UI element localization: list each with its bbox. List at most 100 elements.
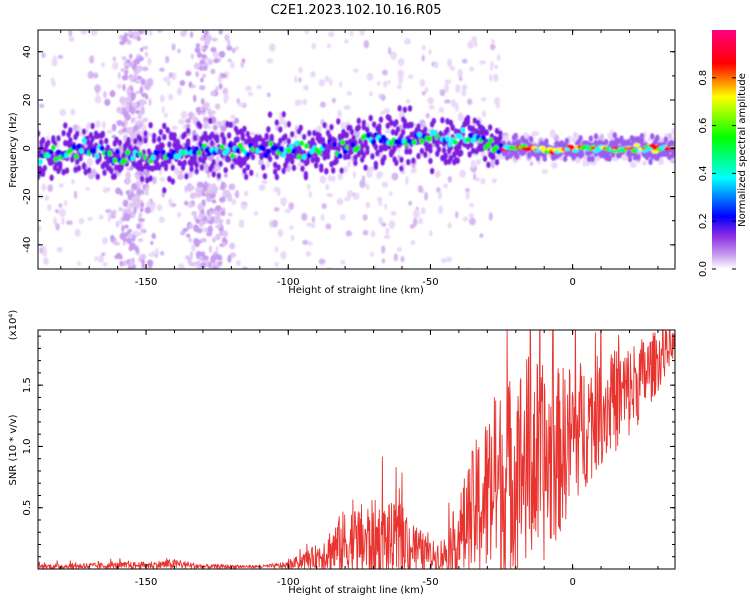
spectrogram-cell — [332, 141, 338, 148]
spectrogram-cell — [327, 275, 331, 280]
spectrogram-cell — [492, 73, 499, 82]
spectrogram-cell — [427, 153, 431, 159]
spectrogram-cell — [621, 155, 628, 162]
spectrogram-cell — [59, 109, 67, 117]
spectrogram-cell — [416, 123, 421, 130]
spectrogram-cell — [528, 135, 534, 143]
spectrogram-cell — [234, 117, 239, 124]
spectrogram-cell — [381, 181, 389, 188]
spectrogram-cell — [317, 125, 322, 134]
spectrogram-cell — [116, 120, 123, 125]
spectrogram-cell — [475, 159, 482, 164]
spectrogram-cell — [94, 84, 101, 93]
spectrogram-cell — [121, 272, 125, 277]
spectrogram-cell — [288, 143, 294, 150]
spectrogram-cell — [51, 57, 58, 67]
spectrogram-cell — [245, 164, 251, 171]
spectrogram-cell — [243, 190, 249, 197]
spectrogram-cell — [387, 80, 391, 85]
spectrogram-cell — [81, 162, 87, 169]
spectrogram-cell — [152, 176, 157, 185]
spectrogram-cell — [266, 92, 271, 98]
spectrogram-cell — [110, 234, 115, 242]
spectrogram-cell — [68, 137, 73, 144]
spectrogram-cell — [129, 53, 133, 60]
spectrogram-cell — [266, 126, 271, 133]
spectrogram-cell — [129, 166, 134, 171]
spectrogram-cell — [277, 229, 284, 237]
spectrogram-cell — [685, 151, 688, 158]
spectrogram-cell — [184, 185, 188, 193]
spectrogram-cell — [461, 58, 468, 64]
spectrogram-cell — [71, 178, 75, 185]
x-tick-label: -150 — [135, 577, 158, 588]
spectrogram-cell — [273, 145, 279, 152]
spectrogram-cell — [200, 237, 207, 243]
spectrogram-cell — [142, 117, 149, 122]
spectrogram-cell — [447, 175, 453, 183]
spectrogram-cell — [472, 117, 477, 124]
spectrogram-cell — [56, 246, 64, 253]
spectrogram-cell — [197, 227, 203, 234]
spectrogram-cell — [188, 262, 196, 267]
spectrogram-cell — [201, 73, 207, 79]
spectrogram-cell — [61, 169, 66, 176]
spectrogram-cell — [493, 97, 501, 106]
spectrogram-cell — [162, 187, 167, 194]
spectrogram-cell — [276, 164, 281, 171]
spectrogram-cell — [150, 154, 156, 161]
spectrogram-cell — [377, 196, 383, 203]
spectrogram-cell — [326, 43, 331, 49]
spectrogram-cell — [142, 12, 146, 16]
spectrogram-cell — [428, 157, 433, 165]
spectrogram-cell — [373, 143, 379, 151]
spectrogram-cell — [306, 183, 311, 191]
spectrogram-cell — [206, 209, 210, 216]
spectrogram-cell — [145, 177, 150, 184]
spectrogram-cell — [627, 156, 633, 163]
spectrogram-cell — [479, 233, 484, 238]
spectrogram-cell — [494, 64, 499, 70]
spectrogram-cell — [283, 120, 288, 129]
spectrogram-cell — [211, 110, 216, 115]
spectrogram-cell — [470, 125, 476, 132]
spectrogram-cell — [676, 136, 682, 145]
spectrogram-cell — [178, 263, 185, 269]
spectrogram-cell — [179, 80, 186, 86]
spectrogram-cell — [496, 54, 501, 62]
spectrogram-cell — [681, 151, 685, 160]
spectrogram-cell — [339, 214, 346, 221]
spectrogram-cell — [469, 203, 475, 208]
spectrogram-cell — [114, 0, 118, 1]
spectrogram-cell — [286, 121, 292, 128]
spectrogram-cell — [211, 37, 218, 42]
spectrogram-cell — [129, 202, 134, 208]
spectrogram-cell — [268, 43, 276, 52]
spectrogram-cell — [421, 44, 426, 51]
spectrogram-cell — [211, 183, 216, 189]
spectrogram-cell — [87, 71, 94, 79]
spectrogram-cell — [71, 144, 77, 151]
spectrogram-cell — [305, 251, 312, 257]
spectrogram-cell — [185, 138, 191, 145]
spectrogram-cell — [115, 187, 122, 195]
spectrogram-cell — [115, 279, 119, 285]
spectrogram-cell — [476, 129, 481, 137]
spectrogram-cell — [286, 137, 292, 145]
spectrogram-cell — [344, 196, 351, 202]
spectrogram-cell — [269, 133, 274, 141]
spectrogram-cell — [498, 130, 503, 137]
spectrogram-cell — [455, 84, 461, 93]
spectrogram-cell — [112, 157, 118, 164]
spectrogram-cell — [303, 84, 309, 91]
spectrogram-cell — [223, 97, 228, 104]
spectrogram-cell — [133, 206, 137, 214]
spectrogram-cell — [383, 234, 391, 239]
spectrogram-cell — [298, 66, 303, 74]
spectrogram-cell — [123, 112, 130, 119]
spectrogram-cell — [491, 39, 495, 44]
spectrogram-cell — [38, 159, 43, 165]
spectrogram-cell — [171, 125, 178, 131]
spectrogram-cell — [159, 250, 165, 256]
spectrogram-cell — [131, 132, 138, 139]
